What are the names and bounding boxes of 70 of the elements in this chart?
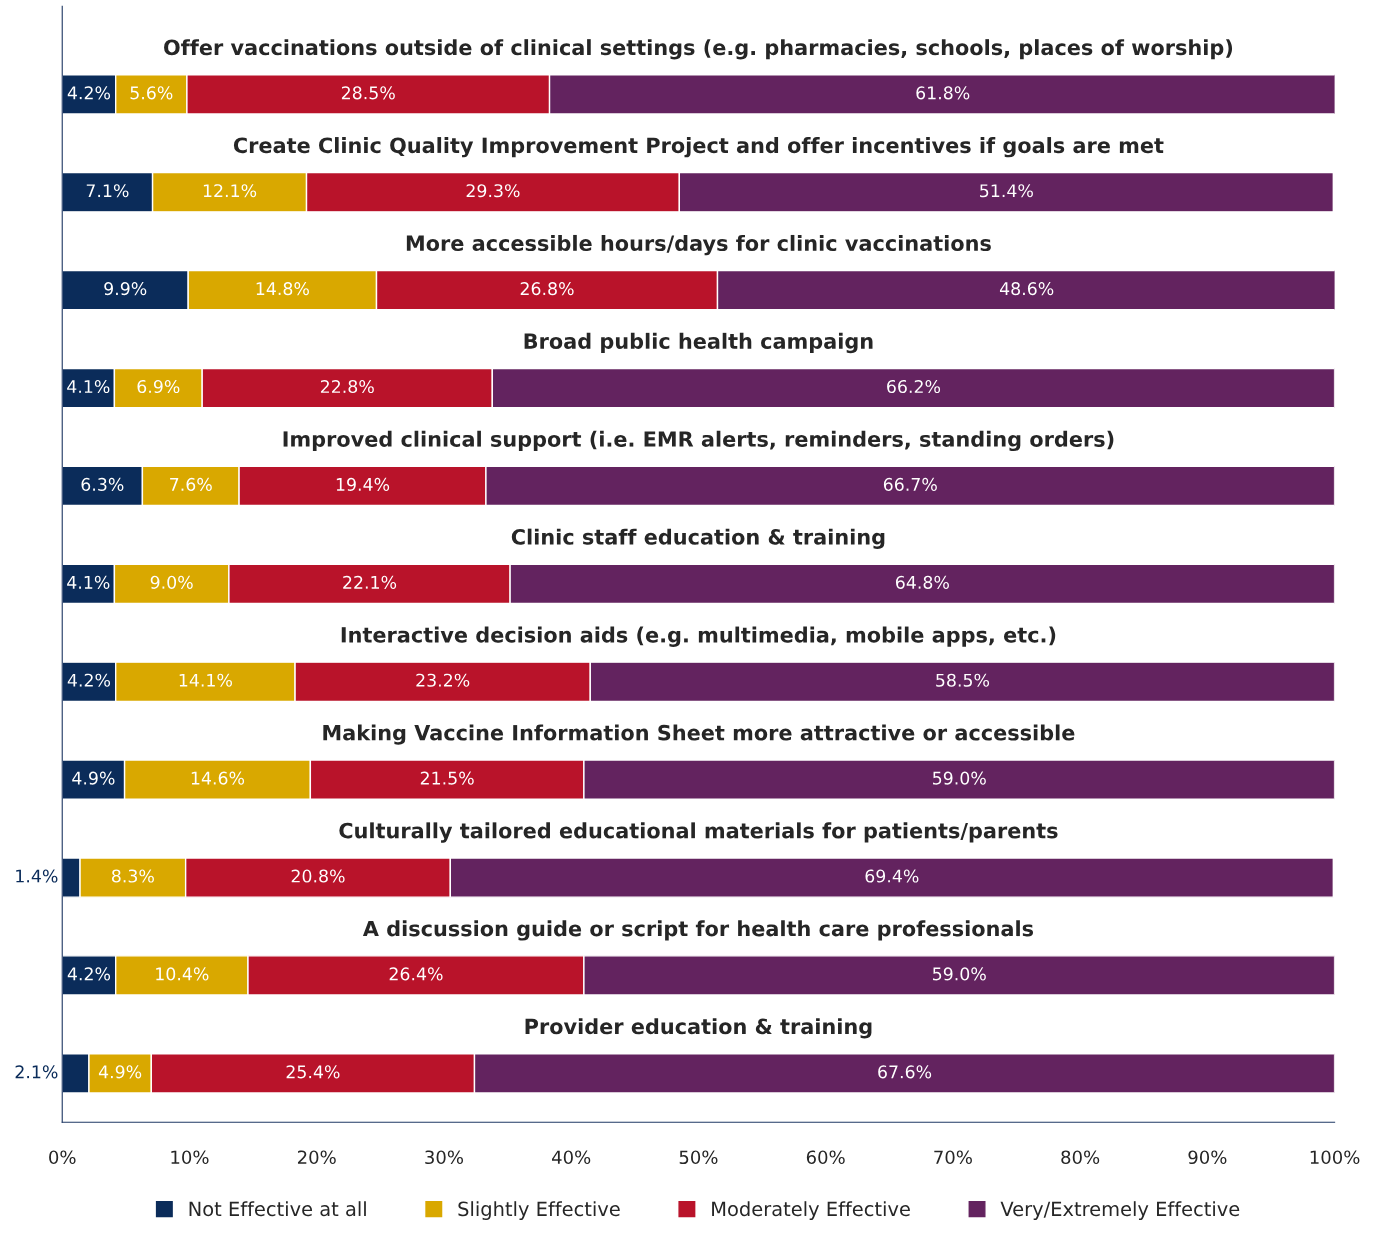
- data-label: 4.9%: [98, 1065, 142, 1079]
- data-label: 9.9%: [104, 282, 147, 296]
- data-label: 2.1%: [15, 1065, 58, 1079]
- data-label: 14.1%: [179, 673, 232, 687]
- data-label: 64.8%: [895, 575, 949, 589]
- legend-label: Moderately Effective: [712, 1201, 910, 1220]
- data-label: 59.0%: [933, 967, 986, 981]
- data-label: 48.6%: [999, 282, 1054, 296]
- data-label: 58.5%: [936, 673, 990, 687]
- y-tick-label: Making Vaccine Information Sheet more attractive or accessible: [323, 724, 1075, 745]
- x-tick-label: 20%: [297, 1150, 336, 1165]
- data-label: 7.6%: [170, 477, 212, 491]
- data-label: 19.4%: [336, 477, 390, 491]
- y-tick-label: Provider education & training: [525, 1018, 872, 1039]
- data-label: 6.3%: [81, 477, 124, 491]
- data-label: 69.4%: [865, 869, 919, 883]
- x-tick-label: 30%: [425, 1150, 464, 1165]
- data-label: 4.9%: [72, 771, 115, 785]
- data-label: 4.2%: [67, 967, 111, 981]
- legend-label: Slightly Effective: [458, 1201, 620, 1220]
- y-tick-label: Offer vaccinations outside of clinical settings (e.g. pharmacies, schools, places of worship): [164, 39, 1233, 60]
- x-tick-label: 60%: [806, 1150, 845, 1165]
- y-tick-label: Broad public health campaign: [524, 332, 873, 354]
- data-label: 20.8%: [291, 869, 345, 883]
- data-label: 4.1%: [67, 379, 110, 394]
- y-tick-label: A discussion guide or script for health care professionals: [362, 920, 1034, 941]
- data-label: 25.4%: [286, 1065, 340, 1079]
- data-label: 8.3%: [111, 869, 154, 883]
- x-tick-label: 10%: [171, 1150, 209, 1165]
- x-tick-label: 90%: [1188, 1150, 1227, 1165]
- x-tick-label: 50%: [679, 1150, 718, 1165]
- data-label: 28.5%: [341, 86, 395, 100]
- data-label: 9.0%: [150, 575, 193, 589]
- data-label: 26.4%: [389, 967, 443, 981]
- y-tick-label: More accessible hours/days for clinic vaccinations: [406, 234, 991, 256]
- x-tick-label: 70%: [934, 1150, 972, 1165]
- data-label: 59.0%: [933, 771, 986, 785]
- data-label: 26.8%: [520, 282, 574, 296]
- y-tick-label: Create Clinic Quality Improvement Project and offer incentives if goals are met: [233, 137, 1164, 158]
- data-label: 4.2%: [67, 673, 111, 687]
- data-label: 1.4%: [16, 869, 58, 883]
- data-label: 14.8%: [256, 282, 309, 296]
- data-label: 51.4%: [980, 184, 1033, 198]
- x-tick-label: 80%: [1061, 1150, 1100, 1165]
- data-label: 22.8%: [320, 379, 374, 394]
- y-tick-label: Clinic staff education & training: [511, 528, 885, 549]
- data-label: 29.3%: [466, 184, 520, 198]
- data-label: 5.6%: [130, 86, 173, 100]
- data-label: 67.6%: [878, 1065, 932, 1079]
- y-tick-label: Improved clinical support (i.e. EMR alerts, reminders, standing orders): [283, 430, 1114, 452]
- data-label: 61.8%: [916, 86, 970, 100]
- y-tick-label: Interactive decision aids (e.g. multimedia, mobile apps, etc.): [341, 626, 1056, 647]
- data-label: 4.1%: [67, 575, 110, 589]
- data-label: 10.4%: [156, 967, 209, 981]
- y-tick-label: Culturally tailored educational materials for patients/parents: [339, 822, 1058, 843]
- data-label: 21.5%: [420, 771, 474, 785]
- data-label: 6.9%: [137, 379, 180, 394]
- data-label: 12.1%: [203, 184, 257, 198]
- data-label: 7.1%: [86, 184, 129, 198]
- legend-label: Not Effective at all: [189, 1201, 366, 1217]
- x-tick-label: 40%: [552, 1150, 591, 1165]
- legend-label: Very/Extremely Effective: [1000, 1201, 1240, 1220]
- data-label: 66.7%: [883, 477, 937, 491]
- data-label: 4.2%: [67, 86, 111, 100]
- data-label: 23.2%: [416, 673, 470, 687]
- data-label: 66.2%: [887, 379, 941, 394]
- data-label: 22.1%: [343, 575, 397, 589]
- x-tick-label: 100%: [1310, 1150, 1360, 1165]
- data-label: 14.6%: [191, 771, 245, 785]
- x-tick-label: 0%: [49, 1150, 76, 1165]
